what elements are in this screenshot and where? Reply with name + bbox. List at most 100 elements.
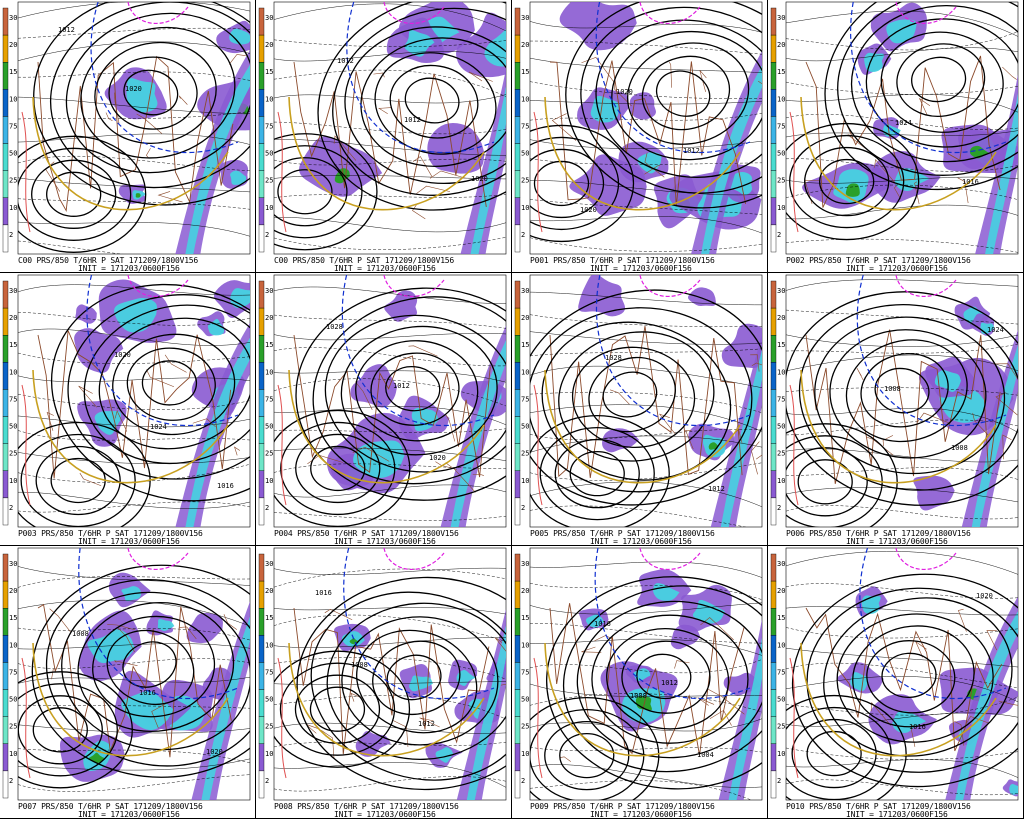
model-panel-p08: 300 200 150 100 75 50 25 10 2 1008 1012 1016 P008 PR… [256, 546, 512, 819]
colorbar-tick-label: 200 [777, 587, 790, 595]
model-panel-c00b: 300 200 150 100 75 50 25 10 2 1012 1012 1020 C00 PRS… [256, 0, 512, 273]
panel-caption-title: P001 PRS/850 T/6HR P SAT 171209/1800V156 [530, 256, 715, 265]
model-panel-p02: 300 200 150 100 75 50 25 10 2 1024 1016 P002 PRS/85… [768, 0, 1024, 273]
colorbar-tick-label: 200 [9, 41, 22, 49]
panel-caption-title: P006 PRS/850 T/6HR P SAT 171209/1800V156 [786, 529, 971, 538]
freezing-thickness-line [288, 642, 485, 757]
isobar-label: 1020 [429, 454, 446, 462]
temp-850-warm-line [277, 384, 287, 506]
colorbar-tick-label: 75 [777, 395, 785, 403]
panel-caption-title: P009 PRS/850 T/6HR P SAT 171209/1800V156 [530, 802, 715, 811]
colorbar-tick-label: 200 [9, 587, 22, 595]
isobar-label: 1012 [58, 26, 75, 34]
temp-850-warm-line [277, 657, 287, 779]
panel-caption-init: INIT = 171203/0600F156 [590, 264, 692, 273]
model-panel-p09: 300 200 150 100 75 50 25 10 2 1008 1004 1016 1012 P00… [512, 546, 768, 819]
colorbar-tick-label: 75 [9, 668, 17, 676]
colorbar-tick-label: 2 [521, 231, 525, 239]
colorbar-tick-label: 75 [521, 122, 529, 130]
colorbar-tick-label: 10 [265, 477, 273, 485]
isobar-label: 1020 [616, 88, 633, 96]
colorbar-tick-label: 300 [9, 14, 22, 22]
colorbar-tick-label: 75 [265, 395, 273, 403]
colorbar-tick-label: 2 [777, 231, 781, 239]
isobars [530, 289, 762, 527]
temp-850-zero-line [346, 2, 495, 154]
freezing-thickness-line [32, 642, 229, 757]
coastline-borders [549, 603, 745, 762]
map-plot: 300 200 150 100 75 50 25 10 2 1008 1016 1020 [2, 547, 251, 801]
precip-colorbar: 300 200 150 100 75 50 25 10 2 [514, 7, 534, 253]
map-plot: 300 200 150 100 75 50 25 10 2 1008 1004 1016 1012 [514, 547, 763, 801]
precip-colorbar: 300 200 150 100 75 50 25 10 2 [770, 280, 790, 526]
temp-850-zero-line [595, 275, 751, 427]
isobar-label: 1020 [976, 592, 993, 600]
panel-caption-title: P007 PRS/850 T/6HR P SAT 171209/1800V156 [18, 802, 203, 811]
isobar-label: 1028 [605, 354, 622, 362]
colorbar-tick-label: 75 [521, 668, 529, 676]
colorbar-tick-label: 2 [777, 777, 781, 785]
freezing-thickness-line [32, 96, 229, 211]
isobar-label: 1008 [884, 385, 901, 393]
colorbar-tick-label: 50 [777, 150, 785, 158]
colorbar-tick-label: 200 [777, 41, 790, 49]
colorbar-tick-label: 2 [265, 231, 269, 239]
colorbar-tick-label: 150 [777, 341, 790, 349]
colorbar-tick-label: 100 [9, 641, 22, 649]
colorbar-tick-label: 100 [777, 95, 790, 103]
temp-850-warm-line [789, 657, 799, 779]
freezing-thickness-line [544, 642, 741, 757]
precip-colorbar: 300 200 150 100 75 50 25 10 2 [2, 7, 22, 253]
colorbar-tick-label: 200 [521, 314, 534, 322]
freezing-thickness-line [288, 96, 485, 211]
colorbar-tick-label: 2 [521, 777, 525, 785]
panel-caption-title: P008 PRS/850 T/6HR P SAT 171209/1800V156 [274, 802, 459, 811]
colorbar-tick-label: 25 [9, 177, 17, 185]
colorbar-tick-label: 75 [265, 122, 273, 130]
temp-850-warm-line [789, 111, 799, 233]
temp-850-cold-line [383, 548, 445, 570]
colorbar-tick-label: 300 [265, 287, 278, 295]
panel-caption-init: INIT = 171203/0600F156 [590, 810, 692, 819]
panel-caption-init: INIT = 171203/0600F156 [590, 537, 692, 546]
panel-caption-init: INIT = 171203/0600F156 [334, 810, 436, 819]
panel-caption-title: C00 PRS/850 T/6HR P SAT 171209/1800V156 [274, 256, 455, 265]
isobar-label: 1020 [114, 351, 131, 359]
temp-850-cold-line [127, 2, 189, 24]
colorbar-tick-label: 10 [777, 750, 785, 758]
temp-850-cold-line [383, 275, 445, 297]
colorbar-tick-label: 10 [777, 477, 785, 485]
colorbar-tick-label: 2 [9, 777, 13, 785]
colorbar-tick-label: 50 [9, 150, 17, 158]
colorbar-tick-label: 75 [9, 122, 17, 130]
precip-colorbar: 300 200 150 100 75 50 25 10 2 [258, 553, 278, 799]
isobar-label: 1012 [404, 116, 421, 124]
colorbar-tick-label: 200 [521, 587, 534, 595]
model-panel-p05: 300 200 150 100 75 50 25 10 2 1012 1028 P005 PRS/85… [512, 273, 768, 546]
thickness-contours [786, 10, 1018, 253]
colorbar-tick-label: 25 [9, 450, 17, 458]
colorbar-tick-label: 200 [521, 41, 534, 49]
temp-850-cold-line [895, 2, 957, 24]
temp-850-cold-line [895, 275, 957, 297]
colorbar-tick-label: 150 [9, 341, 22, 349]
isobar-label: 1024 [987, 326, 1004, 334]
thickness-contours [18, 284, 250, 513]
colorbar-tick-label: 100 [9, 368, 22, 376]
colorbar-tick-label: 100 [777, 368, 790, 376]
panel-caption-title: C00 PRS/850 T/6HR P SAT 171209/1800V156 [18, 256, 199, 265]
colorbar-tick-label: 100 [521, 641, 534, 649]
colorbar-tick-label: 300 [521, 287, 534, 295]
colorbar-tick-label: 150 [265, 614, 278, 622]
colorbar-tick-label: 50 [777, 696, 785, 704]
isobar-label: 1008 [72, 630, 89, 638]
coastline-borders [293, 607, 506, 760]
colorbar-tick-label: 25 [521, 177, 529, 185]
panel-caption-init: INIT = 171203/0600F156 [78, 264, 180, 273]
isobar-label: 1020 [580, 206, 597, 214]
temp-850-cold-line [639, 548, 701, 570]
temp-850-warm-line [533, 384, 543, 506]
isobar-label: 1028 [326, 323, 343, 331]
temp-850-cold-line [639, 275, 701, 297]
colorbar-tick-label: 100 [265, 641, 278, 649]
